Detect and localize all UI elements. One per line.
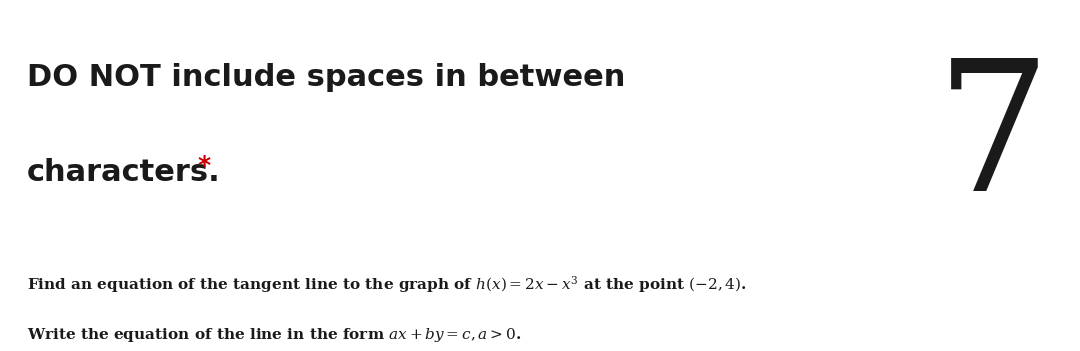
Text: characters.: characters. (27, 158, 220, 187)
Text: Find an equation of the tangent line to the graph of $\mathit{h}(\mathit{x})=2\m: Find an equation of the tangent line to … (27, 274, 746, 295)
Text: *: * (198, 154, 211, 178)
Text: Write the equation of the line in the form $\mathit{ax}+\mathit{by}=\mathit{c},\: Write the equation of the line in the fo… (27, 326, 522, 344)
Text: DO NOT include spaces in between: DO NOT include spaces in between (27, 63, 625, 92)
Text: 7: 7 (936, 53, 1051, 229)
